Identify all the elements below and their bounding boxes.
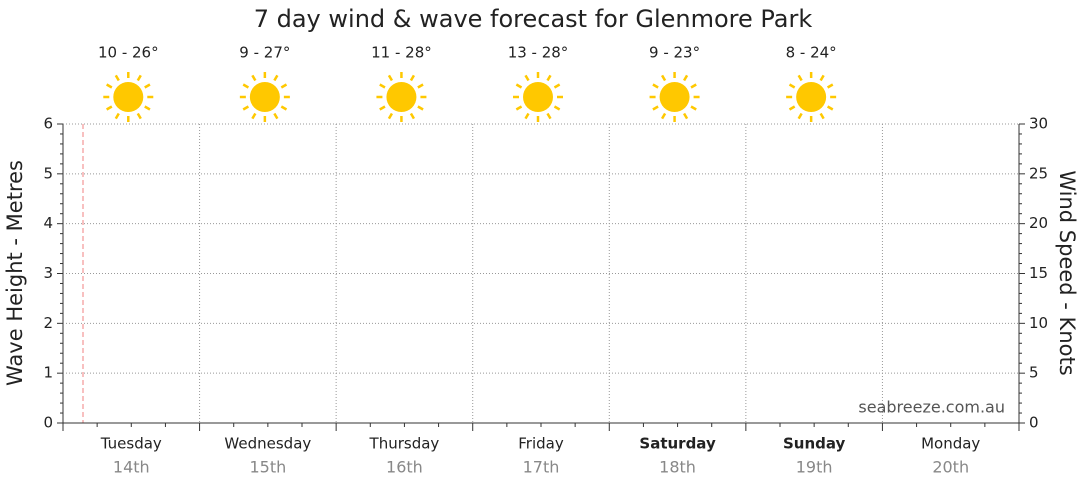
sun-ray — [682, 74, 689, 82]
sun-ray — [379, 83, 386, 89]
y2-tick-label: 25 — [1029, 164, 1048, 182]
sun-ray — [652, 105, 659, 111]
day-label: Sunday — [783, 435, 846, 453]
temperature-label: 9 - 23° — [649, 44, 700, 62]
sun-ray — [242, 105, 250, 111]
sun-ray — [417, 83, 424, 89]
y2-tick-label: 30 — [1029, 115, 1048, 133]
sun-ray — [524, 74, 530, 82]
sun-ray — [826, 83, 834, 89]
sun-ray — [524, 112, 530, 120]
sun-ray — [136, 74, 142, 82]
sun-ray — [409, 112, 416, 120]
sun-ray — [280, 83, 288, 89]
temperature-label: 11 - 28° — [371, 44, 432, 62]
day-label: Saturday — [639, 435, 716, 453]
sun-ray — [387, 112, 394, 120]
sun-ray — [114, 74, 120, 82]
day-label: Friday — [518, 435, 564, 453]
sun-ray — [106, 105, 113, 111]
day-label: Thursday — [369, 435, 440, 453]
sun-ray — [652, 83, 659, 89]
y2-tick-label: 20 — [1029, 214, 1048, 232]
sun-ray — [144, 105, 151, 111]
sun-icon — [386, 82, 417, 112]
y2-tick-label: 0 — [1029, 414, 1039, 432]
date-label: 15th — [249, 458, 286, 477]
watermark: seabreeze.com.au — [858, 398, 1005, 417]
sun-ray — [797, 74, 803, 82]
sun-ray — [273, 112, 279, 120]
sun-ray — [682, 112, 689, 120]
y-tick-label: 2 — [43, 314, 53, 332]
sun-ray — [251, 74, 257, 82]
date-label: 16th — [386, 458, 423, 477]
sun-ray — [280, 105, 288, 111]
y-axis-label: Wave Height - Metres — [3, 160, 27, 386]
sun-ray — [379, 105, 386, 111]
sun-ray — [273, 74, 279, 82]
temperature-label: 8 - 24° — [786, 44, 837, 62]
sun-ray — [515, 83, 523, 89]
sun-ray — [819, 112, 825, 120]
y2-tick-label: 15 — [1029, 264, 1048, 282]
sun-ray — [106, 83, 113, 89]
sun-ray — [515, 105, 523, 111]
y-tick-label: 0 — [43, 414, 53, 432]
date-label: 17th — [523, 458, 560, 477]
sun-ray — [242, 83, 250, 89]
y2-tick-label: 10 — [1029, 314, 1048, 332]
sun-ray — [136, 112, 142, 120]
sun-ray — [144, 83, 151, 89]
sun-icon — [659, 82, 690, 112]
date-label: 18th — [659, 458, 696, 477]
date-label: 14th — [113, 458, 150, 477]
date-label: 20th — [932, 458, 969, 477]
sun-ray — [819, 74, 825, 82]
sun-ray — [387, 74, 394, 82]
y2-tick-label: 5 — [1029, 364, 1039, 382]
sun-ray — [660, 74, 667, 82]
sun-ray — [660, 112, 667, 120]
sun-ray — [546, 74, 552, 82]
day-label: Tuesday — [100, 435, 162, 453]
sun-ray — [553, 105, 561, 111]
y-tick-label: 3 — [43, 264, 53, 282]
sun-ray — [409, 74, 416, 82]
date-label: 19th — [796, 458, 833, 477]
y-tick-label: 1 — [43, 364, 53, 382]
sun-icon — [113, 82, 144, 112]
sun-icon — [249, 82, 280, 112]
temperature-label: 13 - 28° — [508, 44, 569, 62]
sun-ray — [797, 112, 803, 120]
sun-ray — [553, 83, 561, 89]
y-tick-label: 6 — [43, 115, 53, 133]
y2-axis-label: Wind Speed - Knots — [1055, 170, 1079, 375]
sun-icon — [523, 82, 553, 112]
day-label: Wednesday — [224, 435, 311, 453]
sun-ray — [251, 112, 257, 120]
sun-icon — [796, 82, 827, 112]
sun-ray — [690, 83, 697, 89]
temperature-label: 10 - 26° — [98, 44, 159, 62]
sun-ray — [546, 112, 552, 120]
sun-ray — [788, 105, 796, 111]
y-tick-label: 5 — [43, 164, 53, 182]
sun-ray — [826, 105, 834, 111]
y-tick-label: 4 — [43, 214, 53, 232]
sun-ray — [114, 112, 120, 120]
sun-ray — [788, 83, 796, 89]
chart-title: 7 day wind & wave forecast for Glenmore … — [254, 5, 813, 33]
temperature-label: 9 - 27° — [239, 44, 290, 62]
sun-ray — [417, 105, 424, 111]
day-label: Monday — [921, 435, 980, 453]
sun-ray — [690, 105, 697, 111]
